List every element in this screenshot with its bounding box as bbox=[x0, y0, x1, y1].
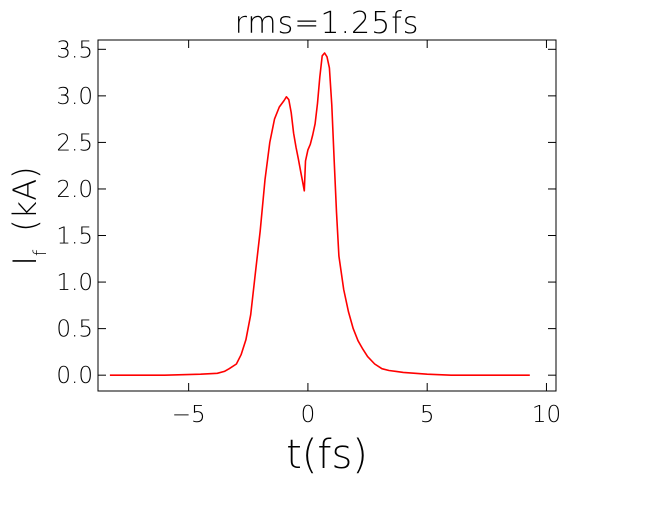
x-tick-label: 10 bbox=[532, 402, 561, 428]
chart-title: rms=1.25fs bbox=[235, 6, 420, 41]
svg-text:If(kA): If (kA) bbox=[6, 166, 51, 265]
ticks-layer: −5 0 5 10 0.0 0.5 1.0 1.5 2.0 2.5 3.0 3.5 bbox=[56, 37, 561, 428]
y-axis-label-unit: (kA) bbox=[6, 166, 44, 231]
plot-frame bbox=[97, 39, 557, 392]
x-tick-label: 5 bbox=[420, 402, 435, 428]
y-axis-label-subscript: f bbox=[30, 249, 51, 256]
series-layer bbox=[109, 52, 530, 376]
x-tick-label: −5 bbox=[172, 402, 206, 428]
y-tick-label: 3.0 bbox=[56, 84, 93, 110]
y-tick-label: 3.5 bbox=[56, 37, 93, 63]
y-tick-label: 1.0 bbox=[56, 270, 93, 296]
y-axis-label: If (kA) bbox=[6, 166, 51, 265]
y-tick-label: 1.5 bbox=[56, 224, 93, 250]
x-axis-label: t(fs) bbox=[286, 432, 368, 478]
y-tick-label: 2.5 bbox=[56, 130, 93, 156]
y-tick-label: 2.0 bbox=[56, 177, 93, 203]
y-tick-label: 0.5 bbox=[56, 317, 93, 343]
series-line bbox=[109, 52, 530, 376]
y-axis-label-main: I bbox=[6, 256, 44, 265]
x-tick-label: 0 bbox=[301, 402, 316, 428]
y-tick-label: 0.0 bbox=[56, 363, 93, 389]
